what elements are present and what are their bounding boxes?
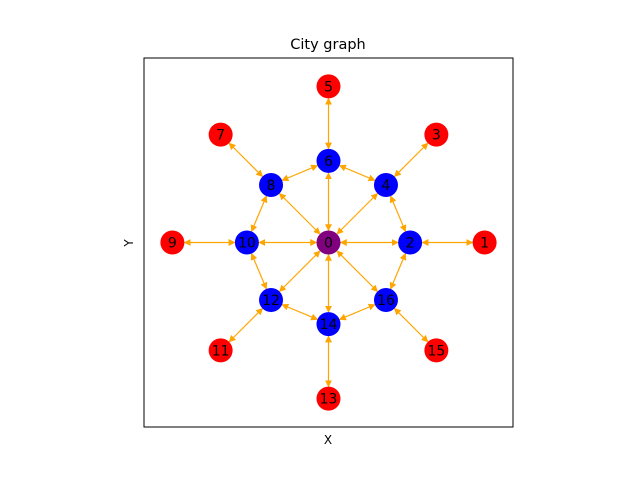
edge-12-14	[281, 303, 319, 321]
node-7: 7	[208, 122, 233, 147]
node-5-marker	[316, 74, 341, 99]
edge-16-2	[389, 252, 407, 290]
node-13-label: 13	[320, 392, 338, 408]
node-10-label: 10	[238, 236, 256, 252]
node-11-marker	[208, 338, 233, 363]
node-8-marker	[259, 173, 284, 198]
node-2-marker	[398, 230, 423, 255]
edges-layer	[183, 97, 474, 388]
node-16: 16	[373, 287, 398, 312]
node-3-label: 3	[432, 128, 441, 144]
node-10-marker	[234, 230, 259, 255]
node-4-label: 4	[382, 178, 391, 194]
edge-0-12	[279, 250, 321, 292]
node-5: 5	[316, 74, 341, 99]
node-0-marker	[316, 230, 341, 255]
node-6-label: 6	[324, 154, 333, 170]
node-1: 1	[472, 230, 497, 255]
node-3: 3	[424, 122, 449, 147]
edge-2-4	[389, 195, 407, 233]
edge-0-4	[336, 193, 378, 235]
node-0: 0	[316, 230, 341, 255]
node-5-label: 5	[324, 79, 333, 95]
y-axis-label: Y	[122, 239, 136, 248]
edge-0-16	[336, 250, 378, 292]
node-3-marker	[424, 122, 449, 147]
node-12-marker	[259, 287, 284, 312]
node-4: 4	[373, 173, 398, 198]
node-7-label: 7	[216, 128, 225, 144]
node-15: 15	[424, 338, 449, 363]
edge-4-3	[393, 142, 429, 178]
node-6-marker	[316, 148, 341, 173]
chart-title: City graph	[290, 37, 365, 53]
edge-10-12	[250, 252, 268, 290]
edge-4-6	[338, 164, 376, 182]
node-16-marker	[373, 287, 398, 312]
node-14: 14	[316, 312, 341, 337]
node-2: 2	[398, 230, 423, 255]
node-9: 9	[160, 230, 185, 255]
node-10: 10	[234, 230, 259, 255]
node-16-label: 16	[377, 293, 395, 309]
node-12: 12	[259, 287, 284, 312]
node-0-label: 0	[324, 236, 333, 252]
node-9-marker	[160, 230, 185, 255]
node-8: 8	[259, 173, 284, 198]
node-15-marker	[424, 338, 449, 363]
edge-0-8	[279, 193, 321, 235]
node-8-label: 8	[267, 178, 276, 194]
node-11: 11	[208, 338, 233, 363]
node-13: 13	[316, 386, 341, 411]
node-13-marker	[316, 386, 341, 411]
edge-14-16	[338, 303, 376, 321]
node-11-label: 11	[212, 343, 230, 359]
node-2-label: 2	[406, 236, 415, 252]
node-6: 6	[316, 148, 341, 173]
x-axis-label: X	[324, 433, 332, 447]
node-1-label: 1	[480, 236, 489, 252]
node-9-label: 9	[168, 236, 177, 252]
node-14-label: 14	[320, 317, 338, 333]
node-4-marker	[373, 173, 398, 198]
node-1-marker	[472, 230, 497, 255]
edge-16-15	[393, 307, 429, 343]
node-12-label: 12	[262, 293, 280, 309]
edge-8-10	[250, 195, 268, 233]
node-7-marker	[208, 122, 233, 147]
edge-6-8	[281, 164, 319, 182]
edge-12-11	[228, 307, 264, 343]
node-15-label: 15	[427, 343, 445, 359]
edge-8-7	[228, 142, 264, 178]
node-14-marker	[316, 312, 341, 337]
